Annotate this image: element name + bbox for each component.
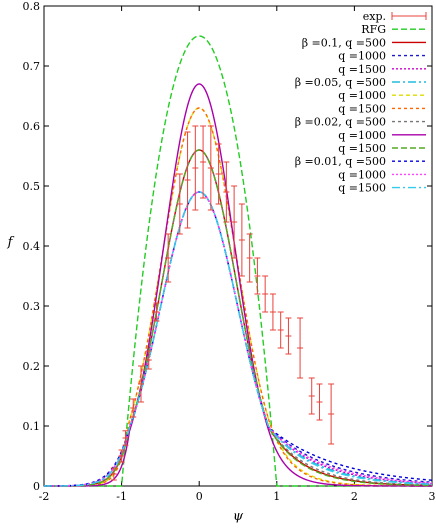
y-tick-label: 0.4 xyxy=(23,240,41,253)
y-tick-label: 0.8 xyxy=(23,0,41,13)
series-line xyxy=(44,191,433,487)
legend-label: β =0.02, q =500 xyxy=(295,116,386,129)
series-line xyxy=(44,149,433,487)
legend-label: q =1500 xyxy=(338,63,386,76)
x-tick-label: 2 xyxy=(351,490,358,503)
y-tick-label: 0.6 xyxy=(23,120,41,133)
legend-label: q =1000 xyxy=(338,89,386,102)
x-tick-label: 1 xyxy=(273,490,280,503)
legend-label: q =1500 xyxy=(338,182,386,195)
experimental-points xyxy=(110,125,335,481)
legend-label: β =0.05, q =500 xyxy=(295,76,386,89)
y-tick-label: 0.1 xyxy=(23,420,41,433)
axis-ticks: -2 -1 0 1 2 3 0 0.1 0.2 0.3 0.4 0.5 0.6 0.7 0.8 xyxy=(23,0,436,503)
x-tick-label: 0 xyxy=(196,490,203,503)
series-line xyxy=(44,191,433,487)
series-line xyxy=(44,191,433,487)
y-tick-label: 0.2 xyxy=(23,360,41,373)
y-tick-label: 0.7 xyxy=(23,60,41,73)
series-line xyxy=(44,83,432,487)
x-tick-label: -1 xyxy=(116,490,127,503)
series-line xyxy=(43,191,433,487)
legend-label: β =0.1, q =500 xyxy=(302,36,386,49)
legend-label: RFG xyxy=(361,23,386,36)
legend-label: q =1500 xyxy=(338,102,386,115)
y-tick-label: 0 xyxy=(33,480,40,493)
y-axis-label: f xyxy=(7,235,15,250)
legend-label: q =1000 xyxy=(338,168,386,181)
x-tick-label: 3 xyxy=(429,490,436,503)
series-line xyxy=(44,191,433,487)
y-tick-label: 0.3 xyxy=(23,300,41,313)
series-line xyxy=(44,149,433,487)
legend-label: β =0.01, q =500 xyxy=(295,155,386,168)
legend-label: q =1000 xyxy=(338,50,386,63)
legend-label: q =1500 xyxy=(338,142,386,155)
x-axis-label: ψ xyxy=(233,509,244,524)
series-curves xyxy=(43,35,433,487)
legend-label: q =1000 xyxy=(338,129,386,142)
y-tick-label: 0.5 xyxy=(23,180,41,193)
x-tick-label: -2 xyxy=(39,490,50,503)
series-line xyxy=(44,149,433,487)
legend-label: exp. xyxy=(363,10,386,23)
series-line xyxy=(43,191,433,487)
